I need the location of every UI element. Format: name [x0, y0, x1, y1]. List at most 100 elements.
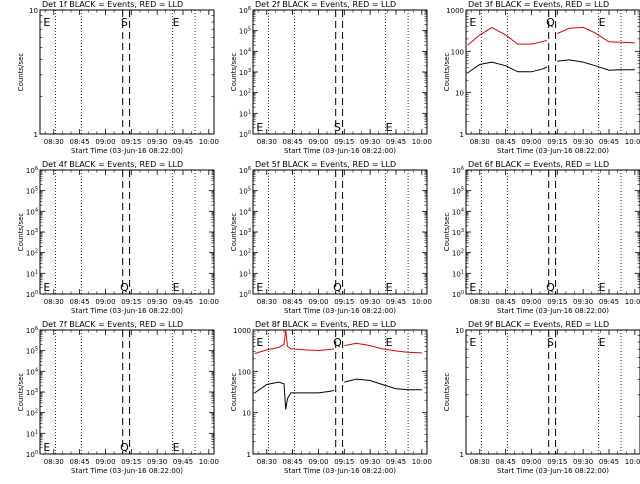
lld-series-line [254, 329, 422, 354]
x-axis-label: Start Time (03-Jun-16 08:22:00) [497, 307, 609, 315]
segment-marker: E [173, 281, 180, 294]
y-tick-label: 102 [239, 89, 251, 98]
panel-det-2: Det 2f BLACK = Events, RED = LLD 100 101 10… [230, 0, 432, 155]
x-tick-label: 09:00 [95, 298, 115, 306]
y-tick-label: 100 [451, 48, 464, 56]
x-tick-label: 09:00 [521, 138, 541, 146]
x-tick-label: 09:15 [547, 458, 567, 466]
x-tick-label: 08:30 [470, 138, 490, 146]
x-tick-label: 08:30 [470, 458, 490, 466]
y-axis-label: Counts/sec [230, 213, 238, 252]
x-tick-label: 09:15 [121, 298, 141, 306]
x-tick-label: 10:00 [625, 458, 640, 466]
panel-det-4: Det 4f BLACK = Events, RED = LLD 100 101 10… [17, 160, 219, 315]
segment-marker: Q [120, 281, 129, 294]
panel-det-9: Det 9f BLACK = Events, RED = LLD 1 10 Count… [443, 320, 640, 475]
x-tick-label: 09:15 [547, 138, 567, 146]
x-tick-label: 09:45 [173, 298, 193, 306]
panel-det-8: Det 8f BLACK = Events, RED = LLD 1 10 100 10… [230, 320, 432, 475]
x-tick-label: 09:45 [173, 458, 193, 466]
segment-marker: E [43, 16, 50, 29]
plot-frame [465, 329, 640, 455]
segment-marker: E [599, 16, 606, 29]
plot-frame [39, 169, 215, 295]
x-axis-label: Start Time (03-Jun-16 08:22:00) [497, 467, 609, 475]
x-tick-label: 08:45 [70, 458, 90, 466]
x-tick-label: 09:30 [573, 298, 593, 306]
x-tick-label: 09:30 [147, 298, 167, 306]
y-tick-label: 106 [239, 166, 251, 175]
y-tick-label: 101 [26, 269, 38, 278]
x-tick-label: 09:30 [147, 458, 167, 466]
plot-frame [252, 9, 428, 135]
y-tick-label: 104 [239, 207, 251, 216]
x-tick-label: 10:00 [625, 138, 640, 146]
segment-marker: Q [546, 281, 555, 294]
segment-marker: Q [546, 16, 555, 29]
y-tick-label: 1 [34, 131, 38, 139]
segment-marker: E [173, 441, 180, 454]
x-tick-label: 09:00 [95, 138, 115, 146]
x-tick-label: 09:15 [121, 458, 141, 466]
events-series-line [467, 59, 635, 74]
x-tick-label: 09:00 [308, 138, 328, 146]
segment-marker: E [256, 121, 263, 134]
y-axis-label: Counts/sec [443, 213, 451, 252]
x-tick-label: 10:00 [625, 298, 640, 306]
segment-marker: E [43, 281, 50, 294]
y-tick-label: 106 [239, 6, 251, 15]
segment-marker: E [43, 441, 50, 454]
y-tick-label: 10 [455, 327, 464, 335]
segment-marker: S [547, 336, 554, 349]
panel-det-6: Det 6f BLACK = Events, RED = LLD 100 101 10… [443, 160, 640, 315]
x-axis-label: Start Time (03-Jun-16 08:22:00) [71, 147, 183, 155]
x-axis-label: Start Time (03-Jun-16 08:22:00) [284, 147, 396, 155]
y-axis-label: Counts/sec [230, 53, 238, 92]
y-tick-label: 102 [26, 249, 38, 258]
y-tick-label: 100 [452, 290, 464, 299]
x-tick-label: 08:30 [470, 298, 490, 306]
x-tick-label: 08:30 [44, 458, 64, 466]
panel-det-7: Det 7f BLACK = Events, RED = LLD 100 101 10… [17, 320, 219, 475]
y-tick-label: 1000 [446, 7, 464, 15]
y-tick-label: 105 [239, 27, 251, 36]
y-tick-label: 1000 [233, 327, 251, 335]
x-tick-label: 09:30 [573, 138, 593, 146]
panel-title: Det 5f BLACK = Events, RED = LLD [255, 160, 396, 169]
x-tick-label: 08:45 [496, 458, 516, 466]
panel-title: Det 3f BLACK = Events, RED = LLD [468, 0, 609, 9]
y-axis-label: Counts/sec [230, 373, 238, 412]
segment-marker: E [173, 16, 180, 29]
x-tick-label: 10:00 [199, 138, 219, 146]
segment-marker: S [121, 16, 128, 29]
x-tick-label: 08:45 [70, 138, 90, 146]
panel-title: Det 9f BLACK = Events, RED = LLD [468, 320, 609, 329]
y-tick-label: 102 [26, 409, 38, 418]
plot-frame [39, 9, 215, 135]
y-tick-label: 104 [26, 367, 38, 376]
x-tick-label: 09:30 [360, 138, 380, 146]
x-axis-label: Start Time (03-Jun-16 08:22:00) [71, 467, 183, 475]
panel-title: Det 4f BLACK = Events, RED = LLD [42, 160, 183, 169]
y-tick-label: 105 [452, 187, 464, 196]
y-tick-label: 103 [239, 68, 251, 77]
x-tick-label: 09:30 [360, 298, 380, 306]
plot-frame [252, 169, 428, 295]
x-tick-label: 08:45 [496, 138, 516, 146]
panel-title: Det 7f BLACK = Events, RED = LLD [42, 320, 183, 329]
panel-det-3: Det 3f BLACK = Events, RED = LLD 1 10 100 10… [443, 0, 640, 155]
y-tick-label: 105 [239, 187, 251, 196]
y-tick-label: 103 [239, 228, 251, 237]
segment-marker: E [469, 281, 476, 294]
x-tick-label: 08:45 [496, 298, 516, 306]
y-tick-label: 104 [239, 47, 251, 56]
x-tick-label: 08:45 [283, 298, 303, 306]
x-tick-label: 10:00 [199, 298, 219, 306]
y-tick-label: 100 [26, 450, 38, 459]
panel-title: Det 8f BLACK = Events, RED = LLD [255, 320, 396, 329]
x-tick-label: 09:45 [173, 138, 193, 146]
x-tick-label: 08:45 [70, 298, 90, 306]
segment-marker: E [256, 281, 263, 294]
